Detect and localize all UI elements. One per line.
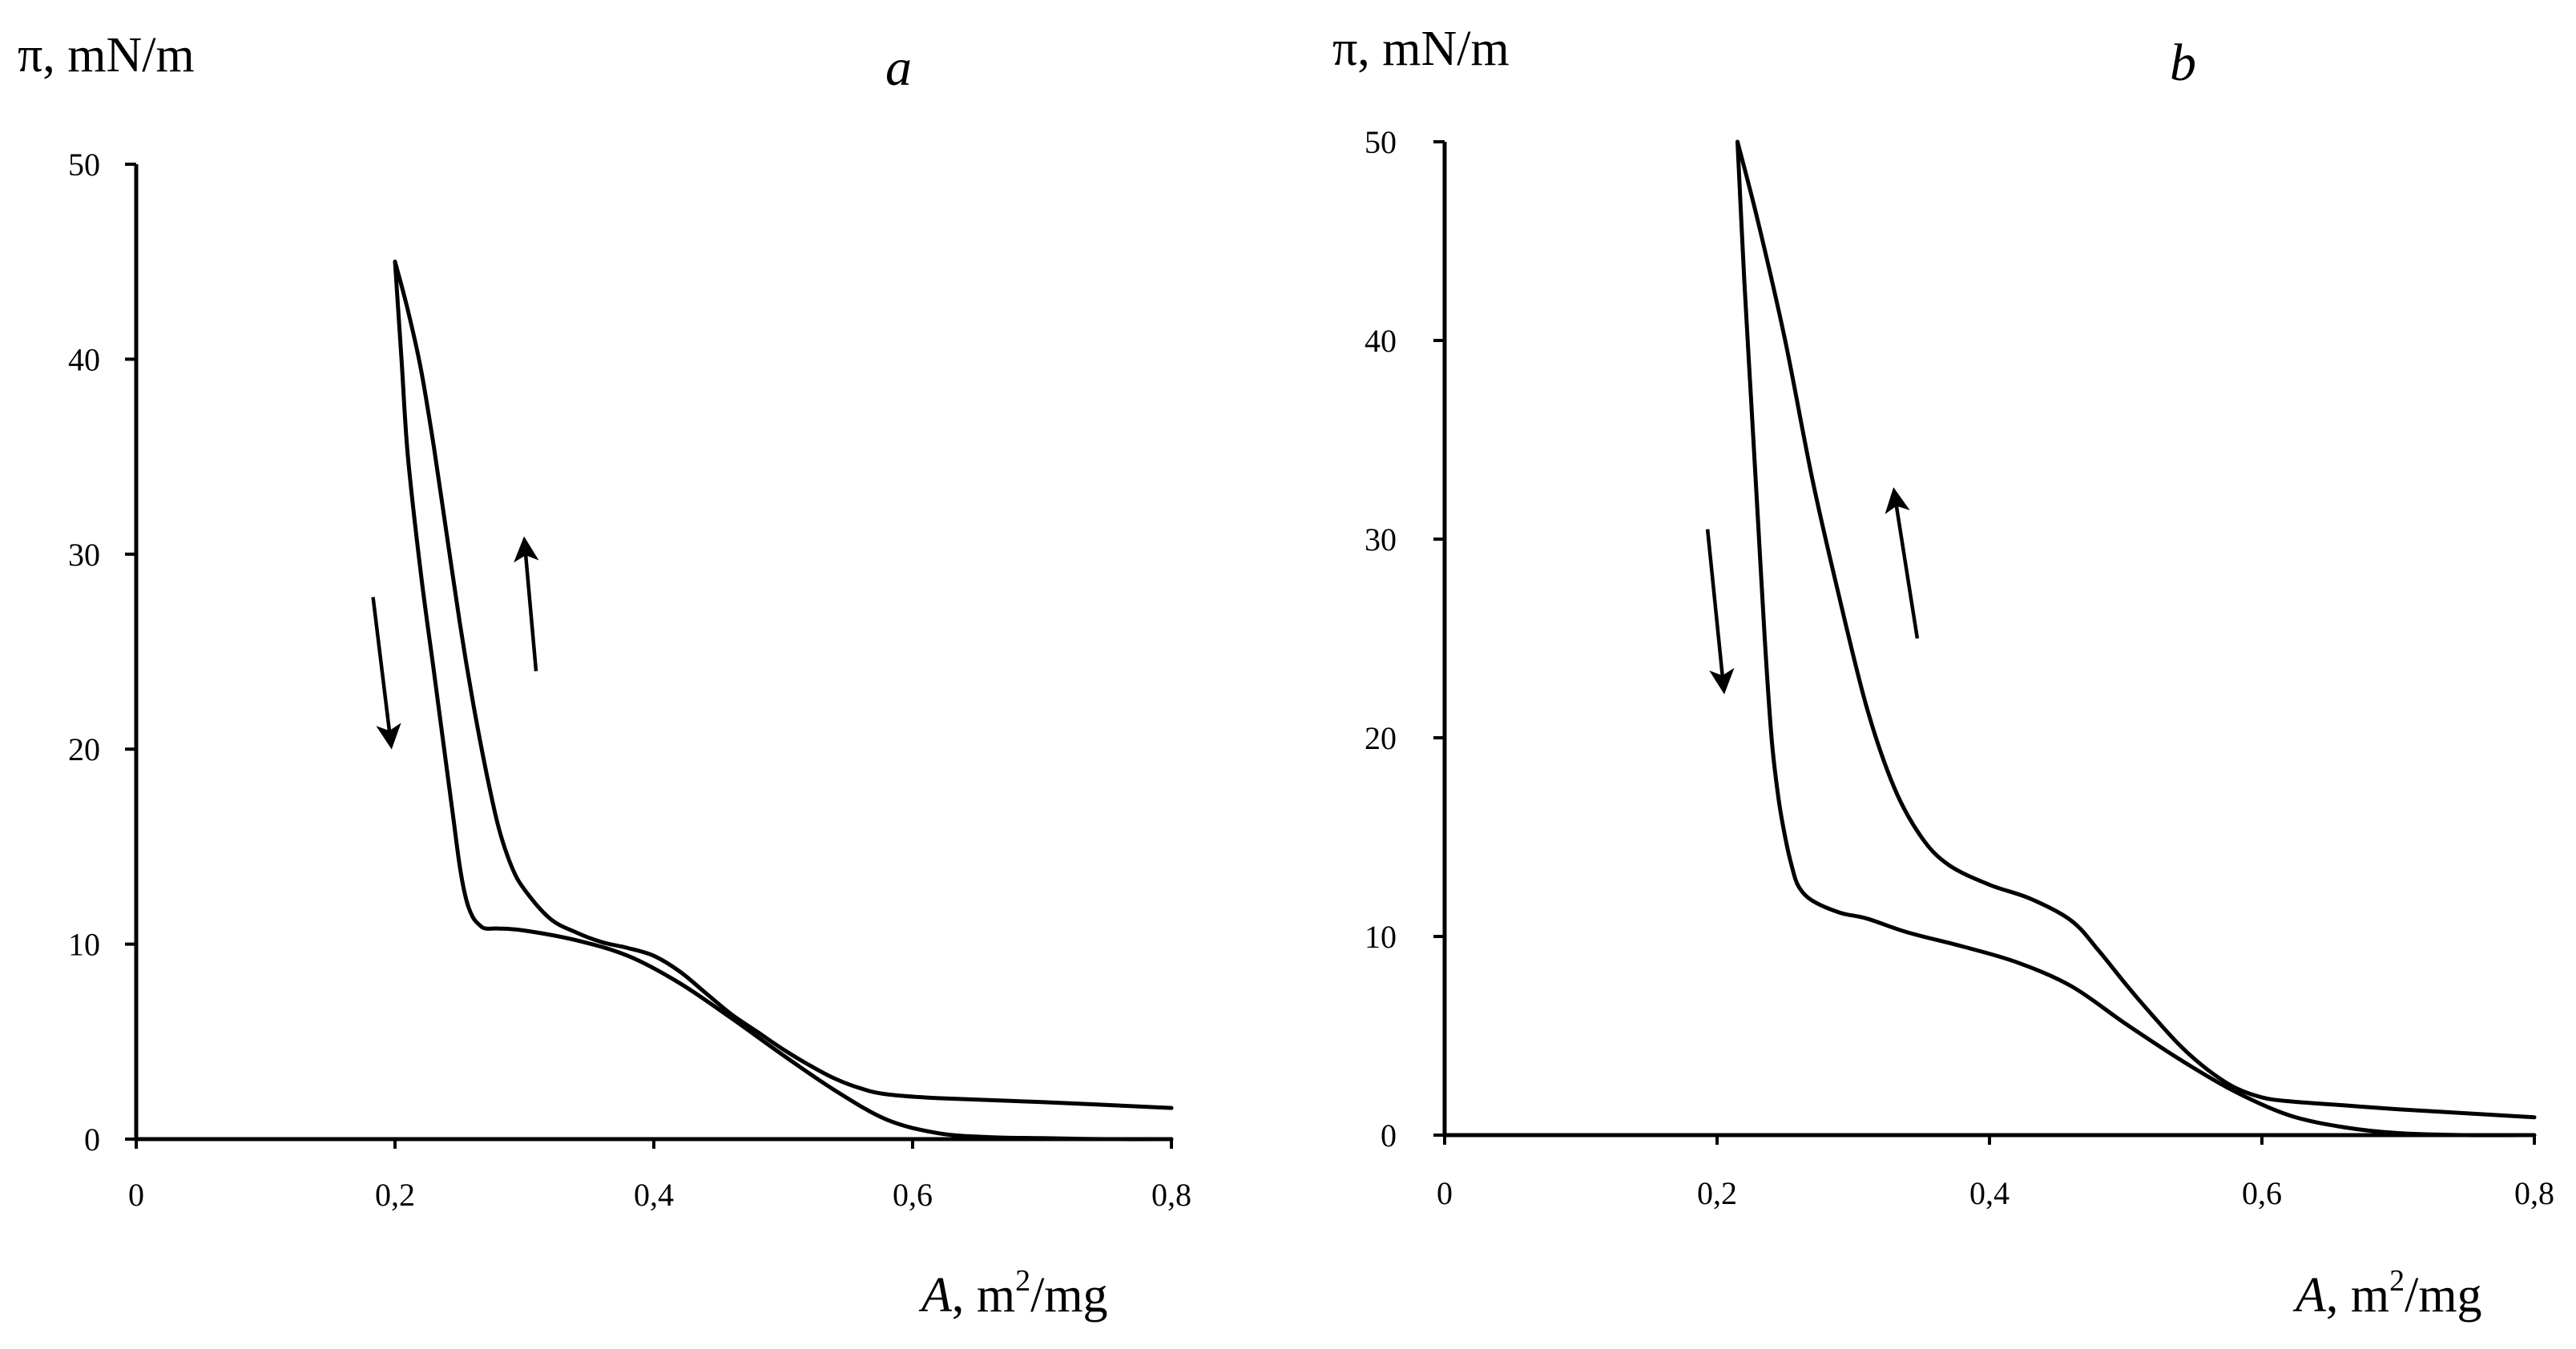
x-tick-label-a: 0	[128, 1177, 144, 1213]
y-tick-label-a: 20	[68, 731, 100, 767]
x-axis-unit-rest-a: /mg	[1030, 1268, 1108, 1323]
arrow-down-icon	[1705, 529, 1735, 695]
x-axis-unit-exp-a: 2	[1015, 1264, 1031, 1298]
x-tick-label-b: 0,6	[2242, 1175, 2282, 1211]
x-tick-label-b: 0,8	[2514, 1175, 2554, 1211]
x-tick-label-a: 0,2	[375, 1177, 415, 1213]
series-line-expansion-a	[393, 260, 1174, 1110]
x-tick-label-a: 0,8	[1151, 1177, 1191, 1213]
chart-b: 0 10 20 30 40 50 0 0,2 0,4 0,6 0,8 π, mN/m b A, m2…	[1282, 0, 2576, 1349]
y-tick-label-a: 40	[68, 341, 100, 377]
x-axis-unit-a: , m	[951, 1268, 1016, 1323]
y-tick-label-b: 40	[1365, 323, 1397, 359]
y-tick-label-b: 0	[1381, 1117, 1397, 1154]
y-tick-label-a: 50	[68, 147, 100, 183]
x-axis-unit-b: , m	[2325, 1268, 2390, 1323]
y-axis-label-a: π, mN/m	[18, 28, 195, 83]
x-axis-var-b: A	[2296, 1268, 2326, 1323]
plot-area-a: 0 10 20 30 40 50 0 0,2 0,4 0,6 0,8	[68, 147, 1191, 1213]
y-axis-label-b: π, mN/m	[1332, 22, 1510, 76]
arrow-up-icon	[514, 536, 539, 672]
series-line-expansion-b	[1735, 139, 2537, 1120]
plot-area-b: 0 10 20 30 40 50 0 0,2 0,4 0,6 0,8	[1365, 124, 2554, 1211]
x-tick-label-a: 0,4	[634, 1177, 674, 1213]
series-line-compression-a	[393, 260, 1174, 1142]
y-tick-label-b: 30	[1365, 521, 1397, 558]
y-tick-label-b: 20	[1365, 720, 1397, 756]
x-tick-label-b: 0,2	[1697, 1175, 1737, 1211]
x-axis-unit-exp-b: 2	[2389, 1264, 2405, 1298]
y-tick-label-b: 50	[1365, 124, 1397, 160]
x-tick-label-b: 0	[1437, 1175, 1453, 1211]
y-tick-label-a: 10	[68, 927, 100, 963]
y-tick-label-a: 30	[68, 537, 100, 573]
x-axis-var-a: A	[921, 1268, 952, 1323]
y-tick-label-a: 0	[84, 1121, 100, 1158]
series-line-compression-b	[1735, 139, 2537, 1138]
x-tick-label-b: 0,4	[1969, 1175, 2010, 1211]
chart-a: 0 10 20 30 40 50 0 0,2 0,4 0,6 0,8 π, mN/m a A, m2…	[0, 0, 1282, 1349]
arrow-down-icon	[371, 597, 401, 750]
x-axis-label-a: A, m2/mg	[921, 1266, 1108, 1320]
x-tick-label-a: 0,6	[893, 1177, 933, 1213]
x-axis-unit-rest-b: /mg	[2405, 1268, 2482, 1323]
panel-letter-b: b	[2170, 34, 2196, 92]
y-tick-label-b: 10	[1365, 919, 1397, 955]
arrow-up-icon	[1885, 487, 1920, 639]
panel-letter-a: a	[885, 38, 912, 97]
x-axis-label-b: A, m2/mg	[2296, 1266, 2482, 1320]
